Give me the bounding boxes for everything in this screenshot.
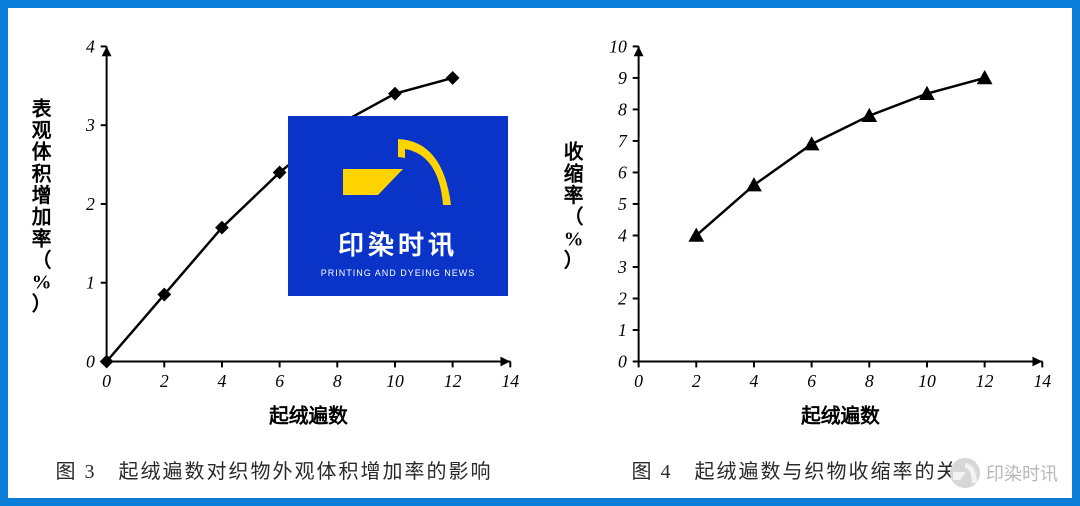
svg-text:）: ） — [32, 292, 52, 315]
svg-text:体: 体 — [32, 141, 52, 164]
svg-text:6: 6 — [618, 162, 627, 182]
svg-text:5: 5 — [618, 194, 627, 214]
logo-swoosh-icon — [343, 135, 453, 215]
svg-text:增: 增 — [32, 184, 52, 207]
svg-text:10: 10 — [609, 36, 627, 56]
corner-watermark-text: 印染时讯 — [986, 460, 1058, 486]
svg-text:6: 6 — [807, 371, 816, 391]
svg-text:1: 1 — [86, 273, 95, 293]
svg-text:）: ） — [564, 249, 584, 272]
svg-text:起绒遍数: 起绒遍数 — [800, 405, 880, 428]
left-chart-caption: 图 3 起绒遍数对织物外观体积增加率的影响 — [56, 455, 493, 484]
charts-row: 0246810121401234起绒遍数表观体积增加率（%） 图 3 起绒遍数对… — [8, 8, 1072, 498]
corner-watermark: 印染时讯 — [950, 458, 1058, 488]
svg-text:4: 4 — [618, 225, 627, 245]
svg-text:9: 9 — [618, 68, 627, 88]
svg-text:%: % — [564, 228, 584, 250]
svg-text:8: 8 — [333, 371, 342, 391]
svg-text:表: 表 — [32, 97, 52, 120]
svg-text:（: （ — [564, 206, 584, 229]
svg-text:（: （ — [32, 249, 52, 272]
svg-text:收: 收 — [564, 141, 584, 164]
svg-text:8: 8 — [618, 99, 627, 119]
svg-text:起绒遍数: 起绒遍数 — [268, 405, 348, 428]
svg-text:2: 2 — [86, 194, 95, 214]
svg-text:2: 2 — [160, 371, 169, 391]
svg-text:14: 14 — [501, 371, 519, 391]
svg-text:积: 积 — [32, 162, 52, 185]
svg-text:率: 率 — [32, 227, 52, 250]
svg-text:0: 0 — [618, 351, 627, 371]
svg-text:10: 10 — [918, 371, 936, 391]
svg-text:1: 1 — [618, 320, 627, 340]
svg-text:6: 6 — [275, 371, 284, 391]
right-chart: 02468101214012345678910起绒遍数收缩率（%） — [550, 18, 1062, 449]
svg-text:0: 0 — [634, 371, 643, 391]
svg-text:7: 7 — [618, 131, 628, 151]
figure-frame: 印染时讯 PRINTING AND DYEING NEWS 0246810121… — [8, 8, 1072, 498]
svg-text:8: 8 — [865, 371, 874, 391]
svg-text:率: 率 — [564, 184, 584, 207]
corner-watermark-icon — [950, 458, 980, 488]
svg-text:0: 0 — [102, 371, 111, 391]
svg-text:3: 3 — [617, 257, 627, 277]
svg-text:观: 观 — [32, 120, 52, 142]
svg-text:0: 0 — [86, 351, 95, 371]
svg-text:缩: 缩 — [564, 162, 584, 185]
svg-text:%: % — [32, 272, 52, 294]
svg-text:2: 2 — [692, 371, 701, 391]
watermark-title: 印染时讯 — [338, 225, 458, 262]
svg-text:4: 4 — [86, 36, 95, 56]
watermark-subtitle: PRINTING AND DYEING NEWS — [321, 268, 476, 278]
right-chart-caption: 图 4 起绒遍数与织物收缩率的关系 — [632, 455, 981, 484]
svg-text:2: 2 — [618, 288, 627, 308]
watermark-logo: 印染时讯 PRINTING AND DYEING NEWS — [288, 116, 508, 296]
svg-text:3: 3 — [85, 115, 95, 135]
svg-text:12: 12 — [976, 371, 994, 391]
svg-text:14: 14 — [1033, 371, 1051, 391]
svg-text:4: 4 — [750, 371, 759, 391]
svg-text:加: 加 — [31, 207, 52, 229]
right-chart-cell: 02468101214012345678910起绒遍数收缩率（%） 图 4 起绒… — [540, 8, 1072, 498]
svg-text:10: 10 — [386, 371, 404, 391]
svg-text:4: 4 — [218, 371, 227, 391]
svg-text:12: 12 — [444, 371, 462, 391]
